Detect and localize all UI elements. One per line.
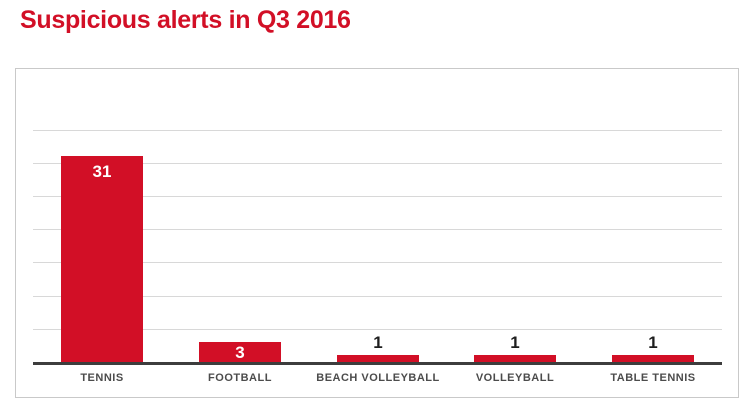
bar xyxy=(337,355,419,362)
axis-category-label: TABLE TENNIS xyxy=(610,372,696,384)
suspicious-alerts-bar-chart: 31 TENNIS 3 FOOTBALL 1 BEACH VOLLEYBALL 1 VOLLE… xyxy=(15,68,739,398)
y-gridline xyxy=(33,196,722,197)
x-axis-line xyxy=(33,362,722,365)
bar xyxy=(612,355,694,362)
bar xyxy=(199,342,281,362)
plot-area: 31 TENNIS 3 FOOTBALL 1 BEACH VOLLEYBALL 1 VOLLE… xyxy=(16,69,738,397)
axis-category-label: VOLLEYBALL xyxy=(475,372,555,384)
bar-value-label: 31 xyxy=(92,162,112,181)
bar-value-label: 1 xyxy=(373,333,383,352)
axis-category-label: FOOTBALL xyxy=(208,372,272,384)
bar-value-label: 3 xyxy=(235,343,245,362)
axis-category-label: BEACH VOLLEYBALL xyxy=(316,372,440,384)
y-gridline xyxy=(33,229,722,230)
page-title: Suspicious alerts in Q3 2016 xyxy=(20,6,351,34)
y-gridline xyxy=(33,296,722,297)
bar xyxy=(61,156,143,362)
bar xyxy=(474,355,556,362)
y-gridline xyxy=(33,130,722,131)
y-gridline xyxy=(33,262,722,263)
bar-value-label: 1 xyxy=(648,333,658,352)
axis-category-label: TENNIS xyxy=(80,372,124,384)
y-gridline xyxy=(33,329,722,330)
y-gridline xyxy=(33,163,722,164)
bar-value-label: 1 xyxy=(510,333,520,352)
